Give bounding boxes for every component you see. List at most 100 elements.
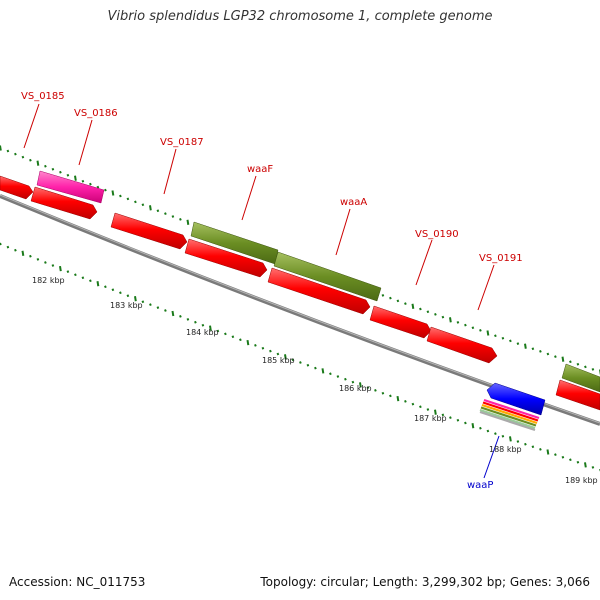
major-tick <box>321 368 325 374</box>
minor-tick <box>299 361 302 364</box>
leader-waaP <box>483 435 500 479</box>
minor-tick <box>381 391 385 395</box>
minor-tick <box>456 418 460 422</box>
gene-arrow-VS_0190[interactable] <box>369 305 432 339</box>
minor-tick <box>291 358 295 362</box>
minor-tick <box>261 346 265 350</box>
gene-arrow-red-right[interactable] <box>555 379 600 411</box>
minor-tick <box>464 323 467 327</box>
gene-arrow-VS_0187[interactable] <box>110 212 188 250</box>
minor-tick <box>149 303 152 306</box>
minor-tick <box>434 313 437 316</box>
minor-tick <box>254 344 257 347</box>
minor-tick <box>569 458 572 462</box>
major-tick <box>449 317 452 323</box>
minor-tick <box>546 352 550 356</box>
label-waaA[interactable]: waaA <box>340 197 367 208</box>
major-tick <box>134 296 137 302</box>
minor-tick <box>186 318 190 321</box>
minor-tick <box>569 360 572 364</box>
label-VS_0186[interactable]: VS_0186 <box>74 108 118 119</box>
minor-tick <box>449 416 452 419</box>
minor-tick <box>126 294 130 298</box>
topology-text: Topology: circular; Length: 3,299,302 bp… <box>260 575 590 589</box>
major-tick <box>434 409 437 415</box>
label-VS_0190[interactable]: VS_0190 <box>415 229 459 240</box>
minor-tick <box>531 347 535 351</box>
major-tick <box>171 310 175 317</box>
major-tick <box>36 160 40 166</box>
minor-tick <box>141 203 145 207</box>
major-tick <box>471 423 475 429</box>
minor-tick <box>396 299 400 303</box>
minor-tick <box>14 248 17 252</box>
minor-tick <box>441 315 445 319</box>
minor-tick <box>479 426 482 430</box>
minor-tick <box>44 261 47 264</box>
scale-label-188: 188 kbp <box>489 445 522 454</box>
minor-tick <box>0 242 2 246</box>
gene-arrow-waaF-cds[interactable] <box>184 238 268 278</box>
minor-tick <box>591 368 595 371</box>
minor-tick <box>164 212 167 215</box>
minor-tick <box>239 338 242 342</box>
label-waaP[interactable]: waaP <box>467 480 493 491</box>
gene-arrow-VS_0191[interactable] <box>426 326 498 364</box>
minor-tick <box>501 336 505 340</box>
minor-tick <box>156 306 160 309</box>
major-tick <box>96 281 100 287</box>
gene-arrow-olive-waaA[interactable] <box>273 251 382 302</box>
minor-tick <box>426 310 430 314</box>
minor-tick <box>336 375 340 378</box>
minor-tick <box>531 445 535 449</box>
minor-tick <box>156 209 160 213</box>
minor-tick <box>576 362 580 366</box>
minor-tick <box>411 402 415 406</box>
leader-VS_0190 <box>415 239 433 286</box>
gene-arrow-waaA-cds[interactable] <box>267 267 371 315</box>
minor-tick <box>306 363 310 367</box>
minor-tick <box>404 400 407 403</box>
gene-arrow-VS_0186[interactable] <box>30 186 98 220</box>
minor-tick <box>269 349 272 353</box>
minor-tick <box>426 408 430 411</box>
minor-tick <box>231 335 235 339</box>
label-VS_0185[interactable]: VS_0185 <box>21 91 65 102</box>
minor-tick <box>494 334 497 338</box>
scale-label-189: 189 kbp <box>565 476 598 485</box>
minor-tick <box>539 448 542 451</box>
label-VS_0187[interactable]: VS_0187 <box>160 137 204 148</box>
minor-tick <box>6 149 10 153</box>
map-title: Vibrio splendidus LGP32 chromosome 1, co… <box>107 9 493 24</box>
minor-tick <box>194 320 197 324</box>
label-VS_0191[interactable]: VS_0191 <box>479 253 523 264</box>
minor-tick <box>134 200 137 204</box>
gene-arrow-VS_0185[interactable] <box>0 175 34 200</box>
scale-label-185: 185 kbp <box>262 356 295 365</box>
minor-tick <box>179 315 182 318</box>
minor-tick <box>479 329 482 332</box>
gene-arrow-pink[interactable] <box>36 170 105 204</box>
scale-label-186: 186 kbp <box>339 384 372 393</box>
major-tick <box>584 462 587 468</box>
minor-tick <box>66 270 70 273</box>
minor-tick <box>389 394 392 398</box>
minor-tick <box>464 421 467 425</box>
gene-arrow-waaP[interactable] <box>486 382 546 416</box>
minor-tick <box>141 300 145 304</box>
minor-tick <box>471 326 475 330</box>
major-tick <box>246 339 250 346</box>
minor-tick <box>81 276 85 280</box>
label-waaF[interactable]: waaF <box>247 164 273 175</box>
minor-tick <box>494 432 497 435</box>
minor-tick <box>119 194 122 198</box>
minor-tick <box>374 389 377 392</box>
minor-tick <box>554 453 557 456</box>
minor-tick <box>516 440 520 443</box>
major-tick <box>396 395 400 402</box>
minor-tick <box>44 164 47 168</box>
minor-tick <box>419 405 422 409</box>
scale-label-184: 184 kbp <box>186 328 219 337</box>
gene-arrow-olive-right[interactable] <box>561 363 600 393</box>
